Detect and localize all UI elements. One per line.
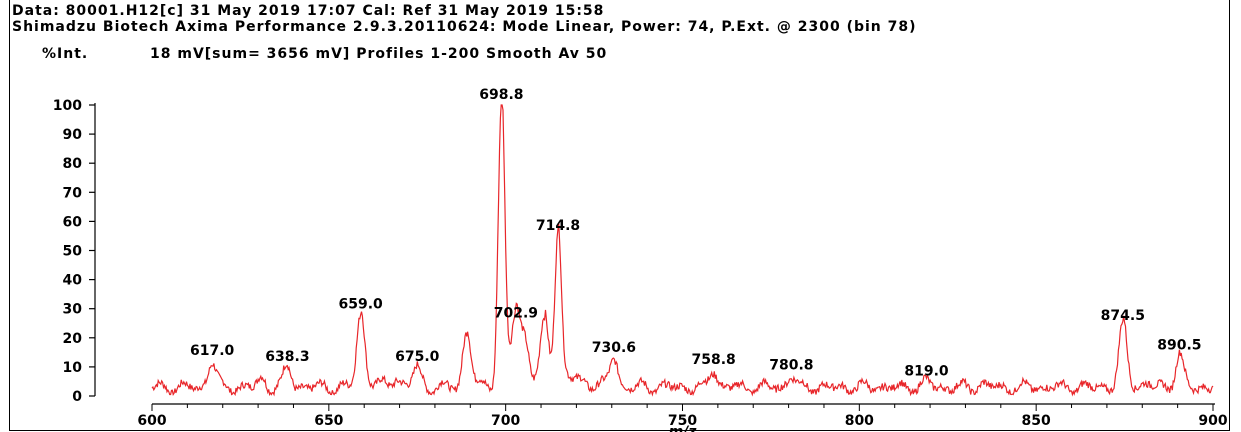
y-axis-unit: %Int.: [42, 46, 89, 62]
peak-label: 758.8: [691, 352, 735, 368]
x-tick-label: 700: [491, 413, 520, 429]
x-tick-label: 800: [845, 413, 874, 429]
x-tick-label: 750: [668, 413, 697, 429]
y-tick-label: 40: [63, 273, 83, 289]
spectrum-trace: [151, 104, 1214, 397]
peak-label: 617.0: [190, 343, 235, 359]
peak-labels: 617.0 638.3 659.0 675.0 698.8 702.9 714.8 730.6…: [190, 87, 1202, 379]
x-tick-label: 650: [314, 413, 343, 429]
peak-label: 702.9: [494, 305, 538, 321]
y-tick-label: 10: [63, 360, 83, 376]
y-tick-label: 20: [63, 331, 83, 347]
y-tick-label: 90: [63, 127, 83, 143]
peak-label: 730.6: [592, 340, 636, 356]
axes: 0 10 20 30 40 50 60 70 80 90 100 600 650 700 750 800 850…: [53, 98, 1228, 432]
profile-info: 18 mV[sum= 3656 mV] Profiles 1-200 Smoot…: [150, 46, 608, 62]
peak-label: 780.8: [769, 358, 813, 374]
y-tick-label: 30: [63, 302, 83, 318]
x-tick-label: 600: [137, 413, 166, 429]
peak-label: 874.5: [1101, 308, 1145, 324]
instrument-info-line: Shimadzu Biotech Axima Performance 2.9.3…: [12, 19, 917, 35]
peak-label: 675.0: [395, 349, 440, 365]
peak-label: 698.8: [479, 87, 523, 103]
data-info-line: Data: 80001.H12[c] 31 May 2019 17:07 Cal…: [12, 3, 605, 19]
peak-label: 890.5: [1157, 337, 1201, 353]
y-tick-label: 0: [72, 389, 82, 405]
spectrum-frame: [9, 0, 1230, 431]
x-axis-label: m/z: [669, 424, 698, 432]
x-tick-label: 900: [1198, 413, 1227, 429]
peak-label: 659.0: [339, 297, 384, 313]
y-tick-label: 50: [63, 244, 83, 260]
x-tick-label: 850: [1022, 413, 1051, 429]
y-tick-label: 80: [63, 156, 83, 172]
y-tick-label: 100: [53, 98, 82, 114]
peak-label: 714.8: [536, 218, 580, 234]
y-tick-label: 60: [63, 214, 83, 230]
peak-label: 638.3: [265, 349, 309, 365]
peak-label: 819.0: [904, 363, 949, 379]
y-tick-label: 70: [63, 185, 83, 201]
